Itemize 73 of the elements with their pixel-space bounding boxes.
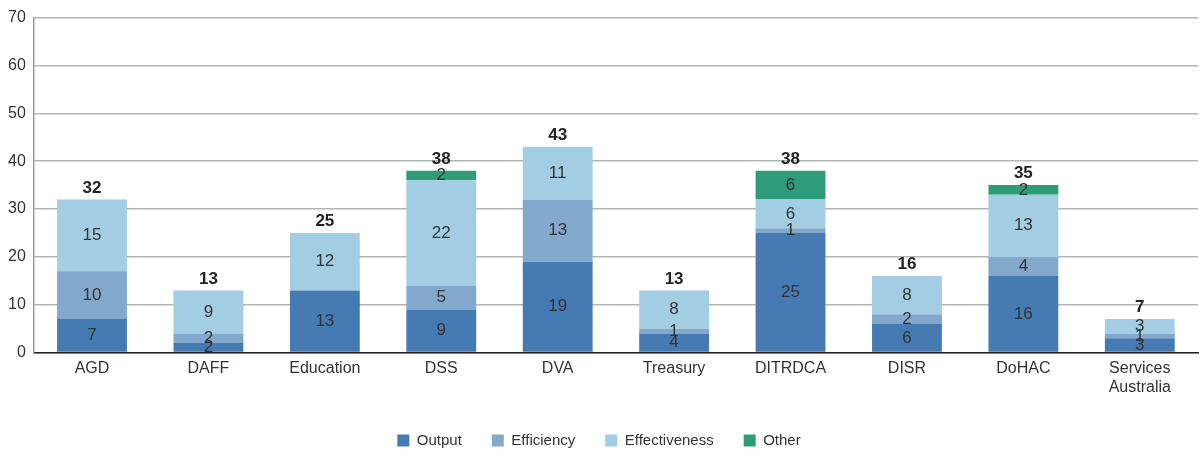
bar [57, 199, 127, 272]
y-tick-label: 70 [8, 8, 26, 26]
data-label: 6 [902, 327, 912, 347]
total-label: 32 [82, 177, 102, 197]
bar [289, 232, 360, 291]
data-label: 7 [87, 325, 97, 345]
x-tick-label: Services Australia [1108, 358, 1172, 395]
x-tick-label: DITRDCA [754, 358, 827, 376]
data-label: 9 [436, 320, 446, 340]
data-label: 2 [902, 308, 912, 328]
x-tick-label: DAFF [187, 358, 230, 376]
bar [406, 309, 477, 352]
data-label: 13 [1013, 215, 1033, 235]
data-label: 1 [785, 220, 796, 240]
data-label: 5 [436, 287, 446, 307]
x-tick-label: AGD [74, 358, 110, 376]
data-label: 9 [203, 301, 214, 321]
bar [988, 194, 1059, 257]
data-label: 15 [82, 225, 102, 245]
data-label: 8 [669, 299, 679, 319]
bar [57, 319, 127, 352]
data-label: 19 [548, 296, 568, 316]
data-label: 16 [1013, 303, 1033, 323]
bar [988, 276, 1059, 352]
bar [755, 170, 826, 200]
total-label: 13 [664, 268, 684, 288]
data-label: 11 [548, 162, 567, 182]
data-label: 4 [1018, 256, 1029, 276]
legend-label: Efficiency [511, 430, 576, 448]
x-tick-label: DSS [424, 358, 458, 376]
bar [522, 261, 593, 352]
y-tick-label: 0 [16, 343, 26, 361]
y-tick-label: 30 [8, 199, 26, 217]
bar [988, 256, 1059, 277]
x-tick-label: Education [289, 358, 361, 376]
total-label: 38 [781, 148, 800, 168]
bar [289, 290, 360, 352]
bar [522, 199, 593, 262]
x-tick-label: DVA [541, 358, 574, 376]
data-label: 25 [781, 282, 800, 302]
data-label: 2 [436, 165, 446, 185]
total-label: 43 [548, 125, 568, 144]
bar [406, 285, 477, 310]
total-label: 16 [897, 254, 917, 274]
bar [57, 271, 127, 320]
legend-label: Effectiveness [624, 430, 714, 448]
bar [522, 146, 593, 200]
total-label: 25 [315, 211, 335, 231]
bar [872, 323, 942, 352]
data-label: 8 [902, 284, 912, 304]
data-label: 22 [431, 222, 451, 242]
y-tick-label: 60 [8, 55, 26, 73]
bar [872, 314, 942, 324]
total-label: 38 [431, 148, 451, 168]
data-label: 13 [548, 220, 568, 240]
data-label: 6 [785, 174, 796, 194]
bar [406, 180, 477, 286]
total-label: 13 [198, 268, 218, 288]
y-tick-label: 20 [8, 247, 26, 265]
data-label: 12 [315, 251, 335, 271]
y-tick-label: 10 [8, 295, 26, 313]
y-tick-label: 50 [8, 103, 26, 121]
total-label: 7 [1135, 297, 1145, 317]
data-label: 13 [315, 310, 335, 330]
data-label: 10 [82, 284, 102, 304]
legend-label: Output [416, 430, 463, 448]
legend-label: Other [763, 430, 801, 448]
x-tick-label: DISR [887, 358, 927, 376]
bar [988, 185, 1059, 195]
x-tick-label: DoHAC [996, 358, 1051, 376]
data-label: 6 [785, 203, 796, 223]
x-tick-label: Treasury [642, 358, 706, 376]
y-tick-label: 40 [8, 151, 26, 169]
